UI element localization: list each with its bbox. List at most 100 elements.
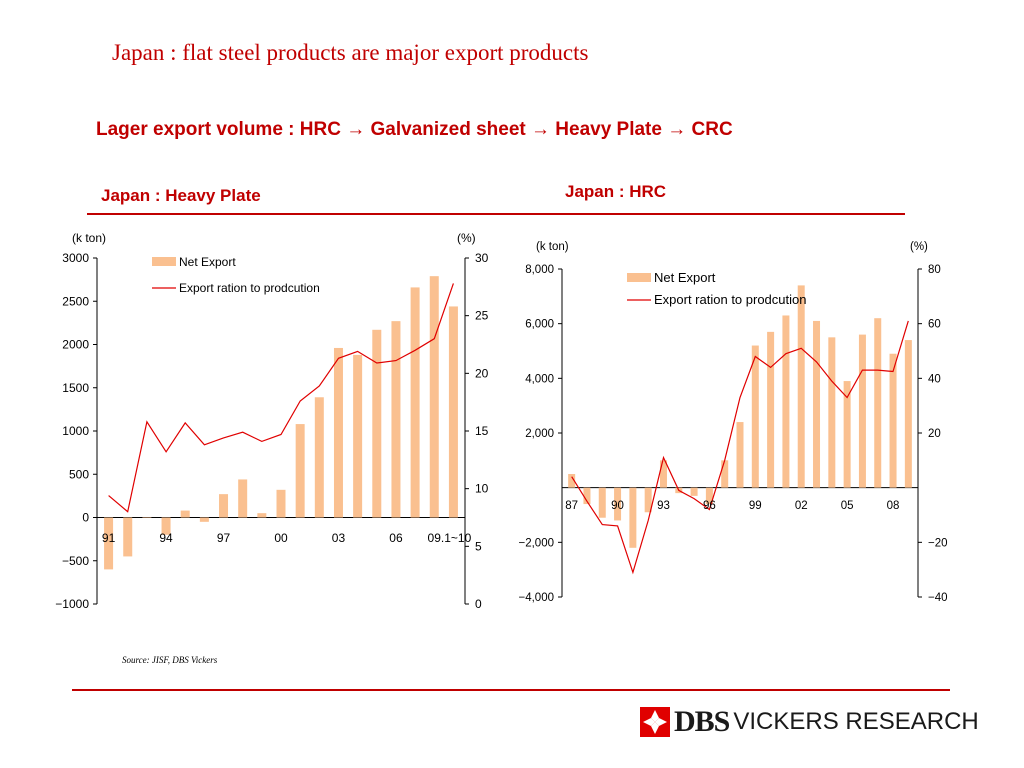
plate-bar-94 xyxy=(161,517,171,535)
source-note: Source: JISF, DBS Vickers xyxy=(122,655,218,665)
hrc-bar-89 xyxy=(598,487,606,518)
plate-x-tick-label: 09.1~10 xyxy=(428,531,472,545)
plate-right-tick-label: 5 xyxy=(475,539,482,553)
slide-subtitle: Lager export volume : HRC → Galvanized s… xyxy=(96,119,733,140)
plate-bar-98 xyxy=(238,479,248,518)
plate-bar-07 xyxy=(410,287,420,518)
hrc-left-tick-label: 2,000 xyxy=(525,428,554,440)
plate-left-tick-label: 1000 xyxy=(62,424,89,438)
hrc-bar-97 xyxy=(721,460,729,488)
hrc-bar-99 xyxy=(751,345,759,488)
plate-legend-bar-swatch xyxy=(152,257,176,266)
plate-bar-06 xyxy=(391,321,401,518)
hrc-bar-02 xyxy=(797,285,805,488)
plate-left-unit-label: (k ton) xyxy=(72,231,106,245)
hrc-bar-93 xyxy=(659,460,667,488)
chart-title-heavy-plate: Japan : Heavy Plate xyxy=(101,186,261,205)
hrc-x-tick-label: 05 xyxy=(841,500,854,512)
plate-bar-91 xyxy=(104,517,114,570)
plate-legend-bar-label: Net Export xyxy=(179,255,236,269)
hrc-right-tick-label: −40 xyxy=(928,592,948,604)
hrc-x-tick-label: 96 xyxy=(703,500,716,512)
plate-bar-03 xyxy=(333,347,343,518)
plate-right-tick-label: 15 xyxy=(475,424,489,438)
plate-bar-00 xyxy=(276,489,286,518)
slide-title: Japan : flat steel products are major ex… xyxy=(112,40,589,65)
hrc-right-unit-label: (%) xyxy=(910,241,928,253)
hrc-x-tick-label: 87 xyxy=(565,500,578,512)
plate-left-tick-label: −500 xyxy=(62,554,89,568)
hrc-left-tick-label: −4,000 xyxy=(519,592,555,604)
hrc-x-tick-label: 02 xyxy=(795,500,808,512)
hrc-x-tick-label: 93 xyxy=(657,500,670,512)
hrc-left-tick-label: 6,000 xyxy=(525,319,554,331)
plate-bar-99 xyxy=(257,513,267,518)
hrc-right-tick-label: 60 xyxy=(928,319,941,331)
plate-bar-96 xyxy=(199,517,209,522)
hrc-right-tick-label: 80 xyxy=(928,264,941,276)
hrc-right-tick-label: 40 xyxy=(928,373,941,385)
hrc-bar-09 xyxy=(904,340,912,488)
plate-bar-97 xyxy=(219,494,229,518)
hrc-bar-07 xyxy=(874,318,882,488)
hrc-bar-03 xyxy=(813,320,821,488)
hrc-bar-95 xyxy=(690,487,698,496)
dbs-logo-mark-icon xyxy=(640,707,670,737)
plate-right-tick-label: 25 xyxy=(475,309,489,323)
plate-right-tick-label: 30 xyxy=(475,251,489,265)
hrc-legend-line-label: Export ration to prodcution xyxy=(654,292,806,307)
plate-left-tick-label: 3000 xyxy=(62,251,89,265)
hrc-left-tick-label: 4,000 xyxy=(525,373,554,385)
footer-divider xyxy=(72,689,950,691)
hrc-bar-08 xyxy=(889,353,897,488)
logo-tagline: VICKERS RESEARCH xyxy=(733,708,979,735)
plate-bar-02 xyxy=(314,397,324,518)
hrc-right-tick-label: 20 xyxy=(928,428,941,440)
hrc-bar-88 xyxy=(583,487,591,505)
dbs-logo: DBS VICKERS RESEARCH xyxy=(640,705,979,739)
hrc-bar-00 xyxy=(767,331,775,488)
plate-bar-04 xyxy=(353,354,363,518)
hrc-bar-04 xyxy=(828,337,836,488)
plate-bar-09110 xyxy=(448,306,458,518)
plate-right-tick-label: 10 xyxy=(475,482,489,496)
logo-wordmark: DBS xyxy=(674,705,730,738)
plate-x-tick-label: 03 xyxy=(332,531,346,545)
hrc-bar-87 xyxy=(568,474,576,488)
plate-bar-95 xyxy=(180,510,190,518)
hrc-left-unit-label: (k ton) xyxy=(536,241,569,253)
plate-ratio-line xyxy=(108,283,454,513)
hrc-bar-06 xyxy=(858,334,866,488)
plate-x-tick-label: 91 xyxy=(102,531,116,545)
hrc-left-tick-label: 8,000 xyxy=(525,264,554,276)
plate-left-tick-label: 0 xyxy=(82,511,89,525)
plate-x-tick-label: 94 xyxy=(159,531,173,545)
hrc-bar-98 xyxy=(736,422,744,488)
title-divider xyxy=(87,213,905,215)
plate-bar-01 xyxy=(295,424,305,518)
plate-right-tick-label: 0 xyxy=(475,597,482,611)
hrc-bar-91 xyxy=(629,487,637,548)
hrc-bar-01 xyxy=(782,315,790,488)
plate-left-tick-label: 1500 xyxy=(62,381,89,395)
plate-bar-93 xyxy=(142,517,152,518)
hrc-legend-bar-swatch xyxy=(627,273,651,282)
hrc-x-tick-label: 08 xyxy=(887,500,900,512)
plate-bar-05 xyxy=(372,329,382,518)
hrc-right-tick-label: −20 xyxy=(928,537,948,549)
plate-left-tick-label: −1000 xyxy=(55,597,89,611)
plate-right-unit-label: (%) xyxy=(457,231,476,245)
plate-x-tick-label: 00 xyxy=(274,531,288,545)
chart-title-hrc: Japan : HRC xyxy=(565,182,667,201)
hrc-bar-90 xyxy=(614,487,622,521)
hrc-left-tick-label: −2,000 xyxy=(519,537,555,549)
plate-bar-08 xyxy=(429,276,439,518)
hrc-ratio-line xyxy=(571,320,909,575)
plate-bar-92 xyxy=(123,517,133,557)
hrc-bar-92 xyxy=(644,487,652,513)
plate-legend-line-label: Export ration to prodcution xyxy=(179,281,320,295)
plate-right-tick-label: 20 xyxy=(475,366,489,380)
hrc-bar-96 xyxy=(705,487,713,505)
hrc-bar-05 xyxy=(843,381,851,488)
